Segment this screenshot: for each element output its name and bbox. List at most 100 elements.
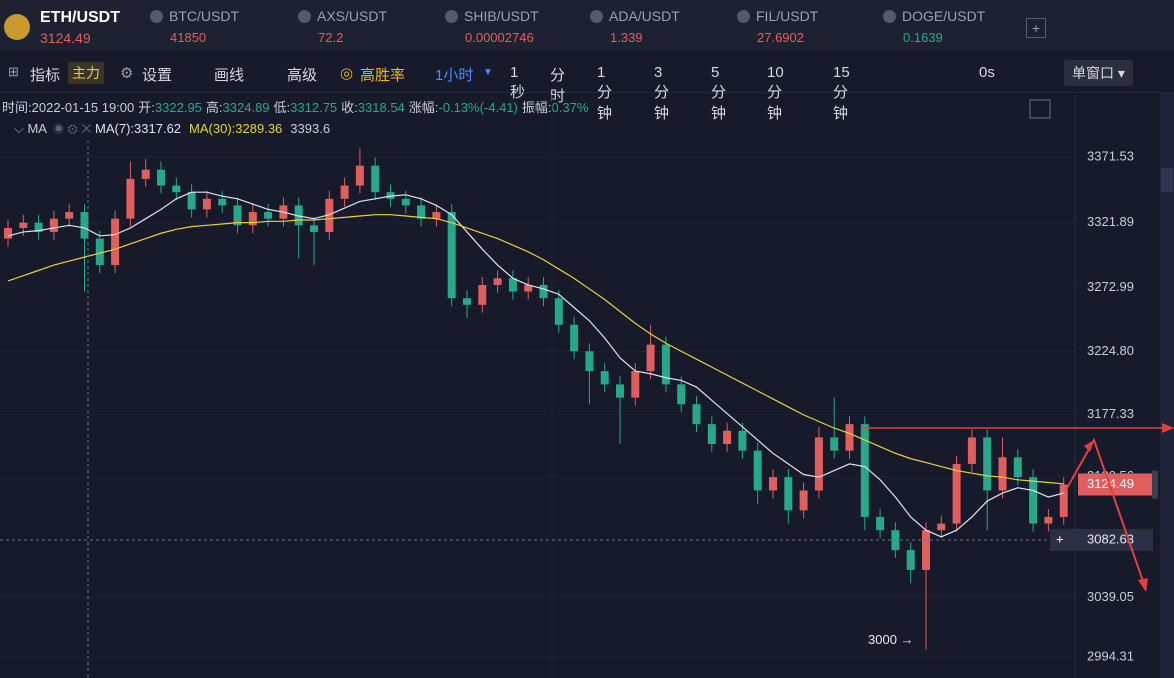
ticker[interactable]: SHIB/USDT 0.00002746 xyxy=(445,8,539,45)
scrollbar xyxy=(1160,92,1174,678)
candle-body xyxy=(1044,516,1053,524)
field-value: 3324.89 xyxy=(222,100,270,115)
scroll-thumb xyxy=(1161,168,1173,192)
ma-extra: 3393.6 xyxy=(290,121,331,136)
candle-body xyxy=(952,463,961,524)
ticker-icon xyxy=(883,10,896,23)
ticker-icon xyxy=(445,10,458,23)
candle-body xyxy=(478,284,487,305)
interval[interactable]: 1小时 xyxy=(435,67,474,84)
ticker-price: 1.339 xyxy=(610,30,643,45)
candle-body xyxy=(554,298,563,325)
period[interactable]: 10分钟 xyxy=(767,64,784,122)
main-tag[interactable]: 主力 xyxy=(68,62,104,84)
candle-body xyxy=(80,212,89,239)
timer: 0s xyxy=(979,64,995,81)
candle-body xyxy=(463,298,471,305)
time-label: 时间: xyxy=(2,100,32,115)
candle-body xyxy=(524,284,533,292)
candle-body xyxy=(340,185,349,199)
y-tick-label: 3321.89 xyxy=(1087,214,1134,229)
period[interactable]: 分时 xyxy=(550,67,566,105)
candle-body xyxy=(508,278,517,292)
candle-body xyxy=(937,523,946,531)
y-tick-label: 3272.99 xyxy=(1087,279,1134,294)
ma-icons[interactable]: ◉ ⚙ ✕ xyxy=(49,121,96,136)
window-label: 单窗口 xyxy=(1072,65,1114,81)
draw[interactable]: 画线 xyxy=(214,67,245,84)
candle-body xyxy=(95,238,104,266)
ticker-symbol: SHIB/USDT xyxy=(464,8,539,24)
crosshair-plus: + xyxy=(1056,531,1064,546)
candle-body xyxy=(723,430,732,445)
candle-body xyxy=(753,450,762,491)
ticker-symbol: FIL/USDT xyxy=(756,8,819,24)
candle-body xyxy=(34,222,43,232)
toolbar: 指标 主力 设置 画线 高级 高胜率 1小时 ▼ 1秒 分时 1分钟 3分钟 5分钟 10… xyxy=(0,52,1174,122)
candle-body xyxy=(19,222,28,228)
ticker[interactable]: FIL/USDT 27.6902 xyxy=(737,8,818,45)
candle-body xyxy=(539,284,548,299)
ticker[interactable]: DOGE/USDT 0.1639 xyxy=(883,8,985,45)
candle-body xyxy=(967,437,976,464)
candle-body xyxy=(570,324,579,352)
candle-body xyxy=(4,227,12,239)
expand-icon xyxy=(1029,99,1051,119)
ticker-price: 27.6902 xyxy=(757,30,804,45)
candle-body xyxy=(631,371,640,398)
period[interactable]: 15分钟 xyxy=(833,64,850,122)
candle-body xyxy=(707,424,716,445)
field-value: -0.13%(-4.41) xyxy=(438,100,518,115)
candle-body xyxy=(126,178,135,219)
candle-body xyxy=(1029,477,1038,524)
add-button[interactable]: + xyxy=(1026,18,1046,38)
candle-body xyxy=(187,192,196,210)
candle-body xyxy=(432,212,441,219)
candle-body xyxy=(493,278,502,285)
ticker[interactable]: AXS/USDT 72.2 xyxy=(298,8,387,45)
window-select[interactable]: 单窗口 ▾ xyxy=(1064,60,1133,86)
candle-body xyxy=(371,165,380,193)
ma-name: MA(30): xyxy=(189,121,236,136)
candle-body xyxy=(157,169,165,186)
ticker[interactable]: BTC/USDT 41850 xyxy=(150,8,239,45)
win-rate[interactable]: 高胜率 xyxy=(360,67,406,84)
ticker[interactable]: ADA/USDT 1.339 xyxy=(590,8,680,45)
candle-body xyxy=(830,437,839,451)
field-value: 3318.54 xyxy=(357,100,405,115)
candle-body xyxy=(661,344,670,385)
candle-body xyxy=(922,530,930,570)
candle-body xyxy=(141,169,150,179)
candle-body xyxy=(845,424,854,451)
candle-body xyxy=(799,490,808,511)
candle-body xyxy=(264,212,273,219)
candle-body xyxy=(172,185,181,193)
field-value: 3322.95 xyxy=(154,100,202,115)
active-price: 3124.49 xyxy=(40,30,91,46)
icon: ◎ xyxy=(340,65,354,82)
period[interactable]: 1秒 xyxy=(510,64,526,101)
candle-body xyxy=(814,437,823,491)
active-symbol[interactable]: ETH/USDT xyxy=(40,9,120,26)
crosshair-price: 3082.63 xyxy=(1087,531,1134,546)
advanced[interactable]: 高级 xyxy=(287,67,318,84)
candle-body xyxy=(294,205,303,226)
period[interactable]: 3分钟 xyxy=(654,64,670,122)
indicator[interactable]: 指标 xyxy=(30,67,61,84)
icon: ⚙ xyxy=(120,65,134,82)
field-label: 收: xyxy=(341,100,358,115)
ma-value: 3317.62 xyxy=(134,121,182,136)
candle-body xyxy=(325,198,334,232)
period[interactable]: 5分钟 xyxy=(711,64,727,122)
settings[interactable]: 设置 xyxy=(142,67,173,84)
candle-body xyxy=(585,351,594,372)
ticker-bar: ETH/USDT 3124.49 BTC/USDT 41850 AXS/USDT 72… xyxy=(0,0,1174,50)
annotation: 3000 → xyxy=(868,632,914,647)
period[interactable]: 1分钟 xyxy=(597,64,613,122)
collapse[interactable]: ⌵ xyxy=(14,121,28,136)
candle-body xyxy=(401,198,410,206)
ticker-price: 0.00002746 xyxy=(465,30,534,45)
candle-body xyxy=(233,205,242,226)
ma-legend: ⌵ MA ◉ ⚙ ✕ MA(7):3317.62 MA(30):3289.36 33… xyxy=(14,121,330,137)
